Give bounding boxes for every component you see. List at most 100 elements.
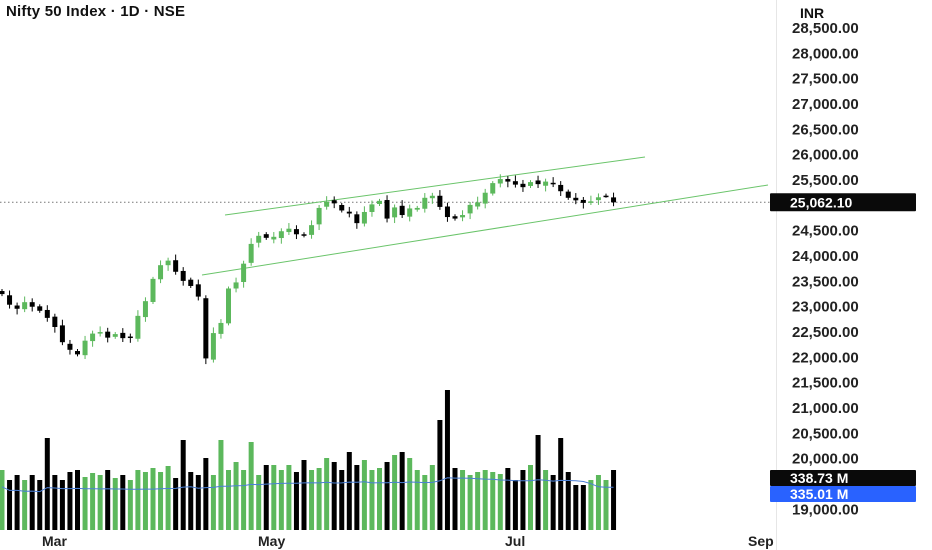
candle-body [52,316,58,327]
volume-bars [0,390,617,530]
volume-bar [588,480,594,530]
candle-body [558,184,564,192]
candle-body [188,279,194,286]
volume-bar [286,465,292,530]
candle-body [150,278,156,302]
volume-bar [339,470,345,530]
candle-body [490,183,496,194]
time-axis-label: Sep [748,533,774,549]
candle-body [437,195,443,207]
candle-body [29,302,35,307]
candle-body [226,288,231,324]
candle-body [497,179,503,184]
candle-body [0,291,5,295]
volume-badge [770,470,916,486]
price-axis-panel[interactable] [776,0,932,550]
price-tick-label: 21,000.00 [792,400,859,417]
candle-body [339,204,345,211]
candle-body [97,332,103,334]
volume-bar [90,473,96,530]
candle-body [324,201,330,207]
candle-body [233,282,239,289]
volume-bar [52,475,58,530]
volume-bar [422,475,428,530]
volume-bar [248,442,254,530]
volume-bar [203,458,209,530]
volume-bar [361,460,367,530]
volume-bar [580,485,586,530]
volume-bar [354,465,360,530]
volume-bar [112,478,118,530]
candle-body [67,343,73,350]
volume-bar [475,472,481,530]
candle-body [384,200,390,219]
volume-bar [0,470,5,530]
volume-bar [75,470,80,530]
candle-body [165,260,171,266]
volume-bar [437,420,443,530]
candle-body [293,229,299,235]
channel-upper-line [224,156,646,216]
price-tick-label: 22,000.00 [792,349,859,366]
volume-bar [293,472,299,530]
candle-body [142,301,148,318]
candle-body [528,182,533,186]
candle-body [75,351,80,355]
volume-bar [210,475,216,530]
candle-body [467,204,473,214]
volume-bar [256,475,262,530]
volume-bar [399,452,405,530]
volume-bar [142,472,148,530]
candle-body [82,340,88,356]
volume-bar [67,472,73,530]
volume-bar [558,438,564,530]
volume-ma-badge [770,486,916,502]
price-tick-label: 26,000.00 [792,147,859,164]
volume-bar [301,460,307,530]
volume-bar [392,455,398,530]
candle-body [127,336,133,339]
candle-body [135,315,141,339]
volume-bar [278,470,284,530]
last-price-badge [770,193,916,212]
candle-body [520,183,526,188]
candle-body [112,334,118,337]
candles [0,174,617,365]
volume-bar [497,474,503,530]
candle-body [535,180,541,185]
price-tick-label: 25,500.00 [792,172,859,189]
candle-body [346,211,352,214]
volume-bar [173,478,179,530]
time-axis-label: May [258,533,285,549]
price-tick-label: 27,000.00 [792,96,859,113]
volume-bar [573,485,579,530]
volume-bar [241,470,247,530]
price-tick-label: 22,500.00 [792,324,859,341]
chart-title: Nifty 50 Index · 1D · NSE [6,3,186,20]
volume-bar [550,475,556,530]
candle-body [369,204,375,212]
volume-bar [150,468,156,530]
price-tick-label: 21,500.00 [792,375,859,392]
candle-body [611,197,617,203]
candle-body [271,236,277,240]
volume-bar [377,468,382,530]
candle-body [354,214,360,224]
candle-body [158,265,164,280]
candle-body [452,216,458,219]
volume-bar [188,472,194,530]
candle-body [580,199,586,203]
volume-bar [233,462,239,530]
candle-body [482,192,488,204]
candle-body [248,243,254,263]
currency-label[interactable]: INR [800,5,825,21]
volume-bar [97,475,103,530]
volume-bar [520,470,526,530]
volume-bar [324,458,330,530]
volume-bar [14,475,20,530]
volume-bar [331,462,337,530]
candle-body [460,215,466,218]
volume-bar [528,465,533,530]
time-axis-labels: Mar May Jul Sep [42,533,774,549]
